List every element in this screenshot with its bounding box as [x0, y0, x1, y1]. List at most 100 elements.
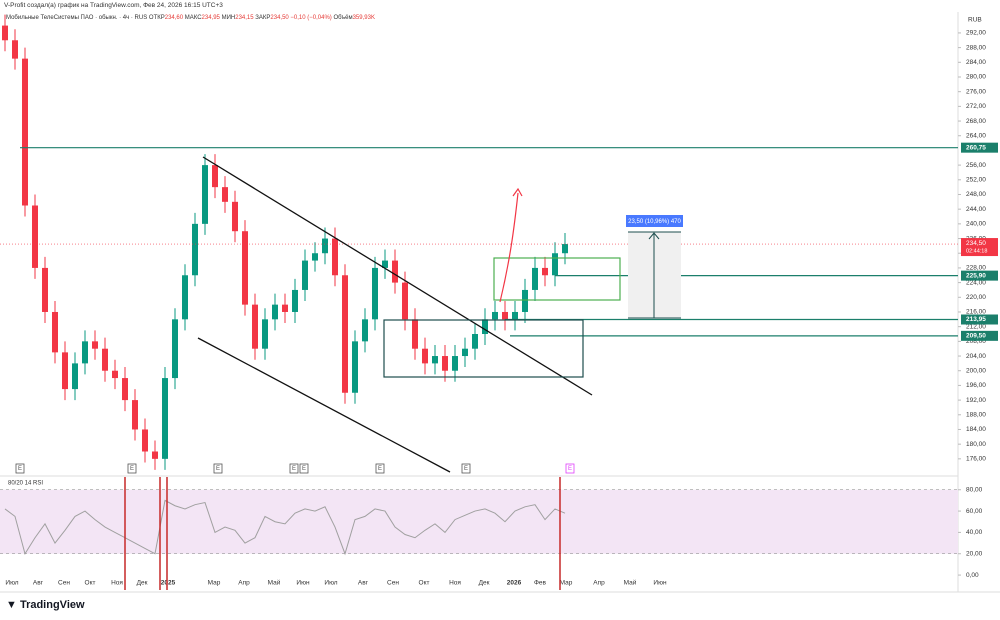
volume: 359,93K [352, 15, 375, 21]
trend-line [197, 337, 451, 473]
candle-body [202, 165, 208, 224]
candle-body [282, 304, 288, 312]
x-tick-label: Июл [324, 580, 337, 587]
candle-body [32, 205, 38, 268]
candle-body [142, 429, 148, 452]
rsi-title: 80/20 14 RSI [8, 481, 43, 487]
x-tick-label: Июн [296, 580, 310, 587]
candle-body [552, 253, 558, 276]
countdown: 02:44:18 [966, 249, 987, 255]
y-tick-label: 272,00 [966, 103, 986, 110]
measure-box [626, 215, 683, 227]
candle-body [432, 356, 438, 364]
level-label: 260,75 [966, 144, 986, 151]
candle-body [2, 25, 8, 41]
ohlc-key: МИН [221, 15, 236, 21]
candle-body [262, 319, 268, 349]
y-tick-label: 264,00 [966, 132, 986, 139]
candle-body [242, 231, 248, 305]
y-tick-label: 240,00 [966, 221, 986, 228]
candle-body [162, 378, 168, 459]
candle-body [352, 341, 358, 393]
candle-body [112, 370, 118, 379]
x-tick-label: Июл [5, 580, 18, 587]
y-tick-label: 276,00 [966, 88, 986, 95]
y-tick-label: 284,00 [966, 59, 986, 66]
change: −0,10 (−0,04%) [290, 15, 332, 21]
y-tick-label: 192,00 [966, 397, 986, 404]
legend: Мобильные ТелеСистемы ПАО · обыкн. · 4ч … [6, 15, 375, 21]
candle-body [492, 311, 498, 320]
candle-body [42, 267, 48, 312]
x-tick-label: Сен [387, 580, 399, 587]
candle-body [102, 348, 108, 371]
logo: ▼ TradingView [6, 599, 85, 611]
candle-body [512, 311, 518, 320]
rsi-line [4, 499, 566, 556]
level-label: 213,95 [966, 316, 986, 323]
x-tick-label: Окт [85, 580, 96, 587]
ohlc-value: 234,15 [235, 15, 254, 21]
y-tick-label: 176,00 [966, 456, 986, 463]
level-tag [961, 314, 998, 325]
x-tick-label: Окт [419, 580, 430, 587]
level-tag [961, 330, 998, 341]
y-tick-label: 80,00 [966, 486, 983, 493]
volume-key: Объём [333, 15, 353, 21]
y-tick-label: 200,00 [966, 367, 986, 374]
event-label: E [216, 466, 220, 472]
x-tick-label: Дек [479, 580, 490, 587]
ohlc-key: ЗАКР [255, 15, 271, 21]
candle-body [532, 267, 538, 290]
x-tick-label: Дек [137, 580, 148, 587]
y-tick-label: 280,00 [966, 74, 986, 81]
candle-body [62, 352, 68, 390]
ohlc-key: МАКС [184, 15, 202, 21]
measure-label: 23,50 (10,96%) 470 [628, 219, 681, 225]
event-label: E [378, 466, 382, 472]
ohlc-value: 234,95 [201, 15, 220, 21]
symbol: Мобильные ТелеСистемы ПАО · обыкн. · 4ч … [6, 15, 148, 21]
y-tick-label: 292,00 [966, 30, 986, 37]
candles [2, 14, 568, 470]
level-tag [961, 270, 998, 281]
range-box [493, 257, 621, 301]
candle-body [502, 311, 508, 320]
candle-body [382, 260, 388, 268]
x-tick-label: Фев [534, 580, 547, 587]
drawings: 23,50 (10,96%) 470 [197, 156, 683, 473]
x-tick-label: Авг [358, 580, 369, 587]
event-label: E [130, 466, 134, 472]
measure-arrow-head [648, 232, 660, 240]
y-tick-label: 0,00 [966, 572, 979, 579]
arrow-head [512, 187, 523, 197]
event-label: E [464, 466, 468, 472]
x-tick-label: 2026 [507, 580, 522, 587]
candle-body [272, 304, 278, 320]
candle-body [482, 319, 488, 335]
candle-body [542, 267, 548, 276]
candle-body [452, 356, 458, 371]
candle-body [212, 165, 218, 188]
y-tick-label: 220,00 [966, 294, 986, 301]
event-marker [375, 463, 385, 474]
candle-body [182, 275, 188, 320]
candle-body [422, 348, 428, 364]
event-label: E [18, 466, 22, 472]
y-tick-label: 268,00 [966, 118, 986, 125]
y-tick-label: 256,00 [966, 162, 986, 169]
event-marker [213, 463, 223, 474]
candle-body [412, 319, 418, 349]
level-tag [961, 142, 998, 153]
candle-body [132, 400, 138, 430]
event-label: E [568, 466, 572, 472]
y-tick-label: 20,00 [966, 550, 983, 557]
y-tick-label: 196,00 [966, 382, 986, 389]
y-tick-label: 208,00 [966, 338, 986, 345]
y-tick-label: 228,00 [966, 265, 986, 272]
y-tick-label: 188,00 [966, 412, 986, 419]
candle-body [322, 238, 328, 254]
level-label: 225,90 [966, 272, 986, 279]
